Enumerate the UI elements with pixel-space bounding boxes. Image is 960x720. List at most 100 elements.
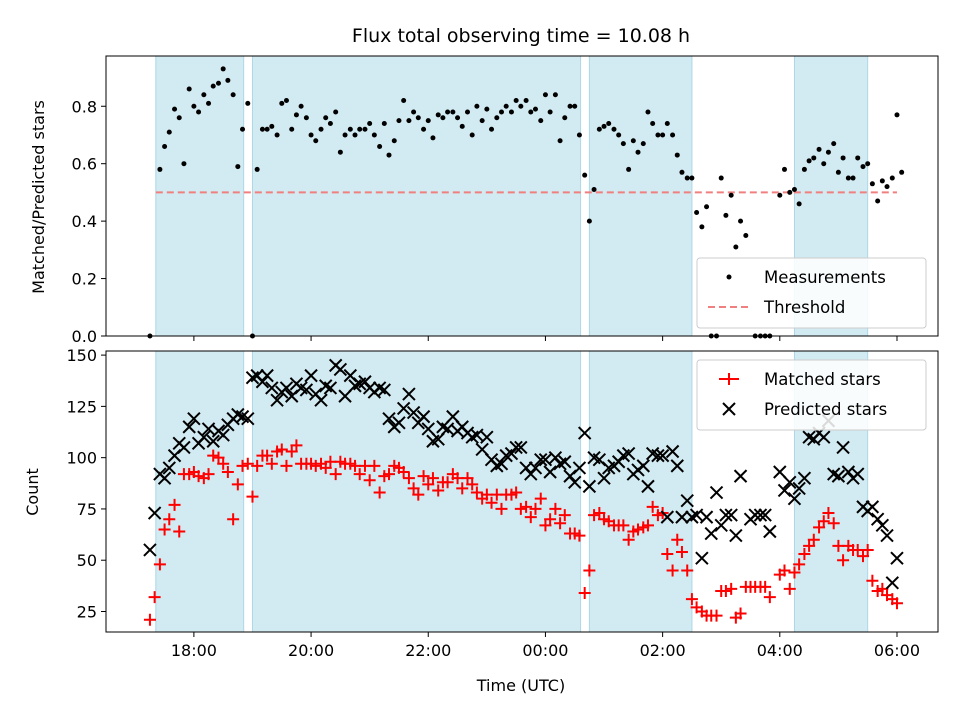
predicted-point xyxy=(392,416,406,430)
top-chart-title: Flux total observing time = 10.08 h xyxy=(352,25,690,47)
measurement-point xyxy=(572,103,578,109)
matched-point xyxy=(778,564,791,577)
legend-threshold-label: Threshold xyxy=(763,298,845,317)
matched-point xyxy=(456,482,469,495)
measurement-point xyxy=(787,189,793,195)
x-tick-label: 20:00 xyxy=(288,641,334,660)
matched-point xyxy=(202,468,215,481)
predicted-point xyxy=(504,446,519,461)
measurement-point xyxy=(210,83,216,89)
measurement-point xyxy=(318,126,324,132)
predicted-point xyxy=(143,543,157,557)
matched-point xyxy=(803,539,816,552)
predicted-point xyxy=(406,405,421,420)
measurement-point xyxy=(845,175,851,181)
measurement-point xyxy=(674,152,680,158)
predicted-point xyxy=(773,465,787,479)
matched-point xyxy=(432,484,445,497)
matched-point xyxy=(368,459,381,472)
matched-point xyxy=(231,478,244,491)
measurement-point xyxy=(655,132,661,138)
predicted-point xyxy=(621,446,636,461)
measurement-point xyxy=(445,109,451,115)
matched-point xyxy=(817,515,830,528)
matched-point xyxy=(827,517,840,530)
measurement-point xyxy=(337,149,343,155)
matched-point xyxy=(261,449,274,462)
matched-point xyxy=(461,472,474,485)
measurement-point xyxy=(220,66,226,72)
measurement-point xyxy=(889,175,895,181)
measurement-point xyxy=(206,100,212,106)
matched-point xyxy=(588,509,601,522)
measurement-point xyxy=(240,126,246,132)
matched-point xyxy=(890,597,903,610)
measurement-point xyxy=(381,120,387,126)
predicted-point xyxy=(704,526,718,541)
predicted-point xyxy=(660,510,675,524)
matched-point xyxy=(192,470,205,483)
measurement-point xyxy=(215,80,221,86)
predicted-point xyxy=(440,422,455,436)
predicted-point xyxy=(885,576,900,590)
matched-point xyxy=(514,502,527,515)
measurement-point xyxy=(528,109,534,115)
shaded-interval xyxy=(588,55,693,337)
measurement-point xyxy=(459,123,465,129)
predicted-point xyxy=(709,485,724,500)
matched-point xyxy=(813,521,826,534)
measurement-point xyxy=(474,103,480,109)
predicted-point xyxy=(534,453,548,467)
predicted-point xyxy=(695,551,709,565)
measurement-point xyxy=(371,132,377,138)
matched-point xyxy=(675,546,688,559)
x-tick-label: 06:00 xyxy=(874,641,920,660)
measurement-point xyxy=(606,120,612,126)
shaded-interval xyxy=(155,55,245,337)
predicted-point xyxy=(304,368,318,383)
predicted-point xyxy=(797,471,812,485)
matched-point xyxy=(549,502,562,515)
measurement-point xyxy=(616,132,622,138)
measurement-point xyxy=(699,224,705,230)
measurement-point xyxy=(821,161,827,167)
measurement-point xyxy=(391,138,397,144)
measurement-point xyxy=(640,141,646,147)
measurement-point xyxy=(875,198,881,204)
predicted-point xyxy=(870,512,885,526)
matched-point xyxy=(212,451,225,464)
predicted-point xyxy=(611,455,626,469)
measurement-point xyxy=(323,115,329,121)
measurement-point xyxy=(425,118,431,124)
measurement-point xyxy=(630,138,636,144)
matched-point xyxy=(671,533,684,546)
measurement-point xyxy=(704,204,710,210)
predicted-point xyxy=(396,401,411,416)
measurement-point xyxy=(718,175,724,181)
matched-point xyxy=(661,548,674,561)
matched-point xyxy=(227,513,240,526)
measurement-point xyxy=(176,115,182,121)
measurement-point xyxy=(538,118,544,124)
legend-matched-marker xyxy=(719,373,739,385)
matched-point xyxy=(148,591,161,604)
measurement-point xyxy=(342,132,348,138)
top-legend-frame xyxy=(696,257,927,329)
matched-point xyxy=(485,496,498,509)
predicted-point xyxy=(582,479,597,494)
measurement-point xyxy=(879,178,885,184)
measurement-point xyxy=(333,109,339,115)
measurement-point xyxy=(557,138,563,144)
measurement-point xyxy=(254,166,260,172)
matched-point xyxy=(876,582,889,595)
measurement-point xyxy=(479,118,485,124)
predicted-point xyxy=(470,428,484,442)
matched-point xyxy=(246,490,259,503)
measurement-point xyxy=(582,172,588,178)
measurement-point xyxy=(855,155,861,161)
top-y-tick-label: 0.8 xyxy=(72,97,97,116)
measurement-point xyxy=(611,126,617,132)
predicted-point xyxy=(651,448,665,463)
predicted-point xyxy=(157,471,172,485)
matched-point xyxy=(798,548,811,561)
